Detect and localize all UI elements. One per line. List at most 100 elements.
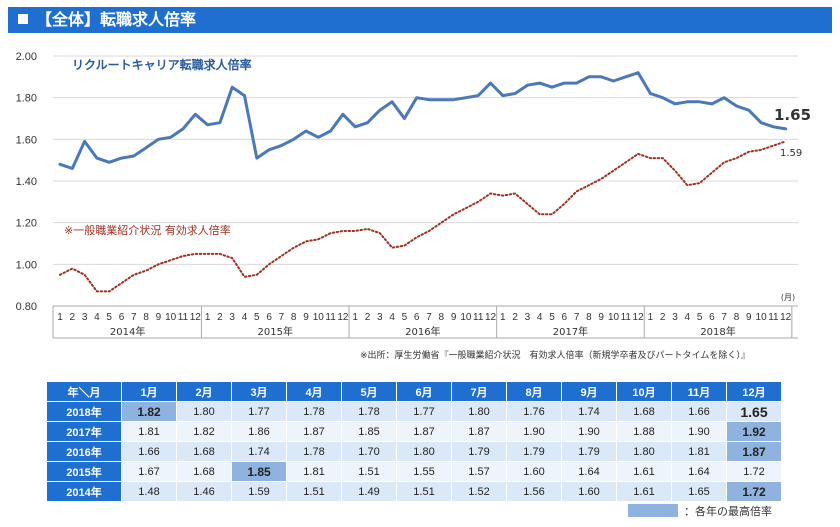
table-cell: 1.87 <box>726 441 782 462</box>
table-cell: 1.81 <box>671 441 727 462</box>
year-label: 2018年 <box>700 325 735 338</box>
x-tick-label: 4 <box>537 312 543 323</box>
data-table: 年＼月 1月 2月 3月 4月 5月 6月 7月 8月 9月 10月 11月 12月 2018年 1.8… <box>46 381 782 502</box>
table-cell: 1.78 <box>286 401 342 422</box>
table-cell: 1.77 <box>231 401 287 422</box>
x-tick-label: 11 <box>768 312 779 323</box>
year-label: 2016年 <box>405 325 440 338</box>
x-tick-label: 9 <box>451 312 457 323</box>
y-tick-label: 1.40 <box>16 176 37 188</box>
table-cell: 1.68 <box>176 441 232 462</box>
x-tick-label: 3 <box>525 312 531 323</box>
table-cell: 1.52 <box>451 481 507 502</box>
table-cell: 1.78 <box>341 401 397 422</box>
table-cell: 1.64 <box>671 461 727 482</box>
x-tick-label: 11 <box>325 312 336 323</box>
table-cell: 1.87 <box>286 421 342 442</box>
y-tick-label: 2.00 <box>16 51 37 63</box>
table-cell: 1.67 <box>121 461 177 482</box>
month-header: 3月 <box>231 381 287 402</box>
square-icon <box>18 14 28 24</box>
table-cell: 1.79 <box>451 441 507 462</box>
table-cell: 1.61 <box>616 481 672 502</box>
y-tick-label: 1.60 <box>16 134 37 146</box>
table-cell: 1.66 <box>121 441 177 462</box>
year-label: 2017年 <box>553 325 588 338</box>
series-line-mhlw <box>59 140 787 293</box>
x-tick-label: 5 <box>549 312 555 323</box>
page-title: 【全体】転職求人倍率 <box>36 10 197 29</box>
x-tick-label: 7 <box>721 312 727 323</box>
x-tick-label: 7 <box>279 312 285 323</box>
table-row: 2017年 1.81 1.82 1.86 1.87 1.85 1.87 1.87 1.90 1.9… <box>46 421 782 442</box>
table-cell: 1.90 <box>671 421 727 442</box>
month-header: 12月 <box>726 381 782 402</box>
table-cell: 1.80 <box>451 401 507 422</box>
x-tick-label: 6 <box>414 312 420 323</box>
page-header: 【全体】転職求人倍率 <box>8 7 832 33</box>
x-tick-label: 12 <box>780 312 792 323</box>
table-cell: 1.59 <box>231 481 287 502</box>
x-tick-label: 1 <box>57 312 63 323</box>
legend: ：各年の最高倍率 <box>628 503 772 519</box>
table-cell: 1.51 <box>341 461 397 482</box>
year-header: 2016年 <box>46 441 122 462</box>
legend-label: ：各年の最高倍率 <box>684 505 772 518</box>
x-tick-label: 10 <box>756 312 768 323</box>
x-tick-label: 1 <box>648 312 654 323</box>
series-label: ※一般職業紹介状況 有効求人倍率 <box>64 223 231 237</box>
month-header: 6月 <box>396 381 452 402</box>
table-cell: 1.60 <box>561 481 617 502</box>
year-header: 2014年 <box>46 481 122 502</box>
x-tick-label: 8 <box>291 312 297 323</box>
x-tick-label: 8 <box>143 312 149 323</box>
table-row: 2015年 1.67 1.68 1.85 1.81 1.51 1.55 1.57 1.60 1.6… <box>46 461 782 482</box>
x-tick-label: 9 <box>746 312 752 323</box>
table-cell: 1.92 <box>726 421 782 442</box>
table-cell: 1.88 <box>616 421 672 442</box>
line-chart: 0.801.001.201.401.601.802.001 2 3 4 5 6 7 8 9 10 1… <box>16 51 811 339</box>
table-cell: 1.74 <box>231 441 287 462</box>
x-tick-label: 2 <box>660 312 666 323</box>
month-header: 1月 <box>121 381 177 402</box>
month-header: 9月 <box>561 381 617 402</box>
unit-label: (月) <box>781 293 795 302</box>
year-label: 2014年 <box>110 325 145 338</box>
table-cell: 1.90 <box>561 421 617 442</box>
table-cell: 1.79 <box>506 441 562 462</box>
y-tick-label: 1.00 <box>16 259 37 271</box>
table-cell: 1.81 <box>286 461 342 482</box>
table-cell: 1.72 <box>726 481 782 502</box>
x-tick-label: 4 <box>94 312 100 323</box>
month-header: 10月 <box>616 381 672 402</box>
table-cell: 1.80 <box>396 441 452 462</box>
table-cell: 1.68 <box>616 401 672 422</box>
table-cell: 1.51 <box>286 481 342 502</box>
table-cell: 1.85 <box>341 421 397 442</box>
x-tick-label: 5 <box>697 312 703 323</box>
table-cell: 1.51 <box>396 481 452 502</box>
x-tick-label: 2 <box>217 312 223 323</box>
x-tick-label: 8 <box>586 312 592 323</box>
y-tick-label: 1.20 <box>16 218 37 230</box>
x-tick-label: 8 <box>439 312 445 323</box>
table-row: 2016年 1.66 1.68 1.74 1.78 1.70 1.80 1.79 1.79 1.7… <box>46 441 782 462</box>
table-cell: 1.60 <box>506 461 562 482</box>
x-tick-label: 3 <box>377 312 383 323</box>
table-row: 2018年 1.82 1.80 1.77 1.78 1.78 1.77 1.80 1.76 1.7… <box>46 401 782 422</box>
table-cell: 1.48 <box>121 481 177 502</box>
series-label: リクルートキャリア転職求人倍率 <box>72 57 252 72</box>
x-tick-label: 2 <box>512 312 518 323</box>
source-note: ※出所：厚生労働省『一般職業紹介状況 有効求人倍率（新規学卒者及びパートタイムを… <box>360 351 750 361</box>
table-cell: 1.86 <box>231 421 287 442</box>
x-tick-label: 3 <box>672 312 678 323</box>
table-cell: 1.65 <box>671 481 727 502</box>
table-cell: 1.82 <box>176 421 232 442</box>
x-tick-label: 2 <box>365 312 371 323</box>
x-tick-label: 7 <box>131 312 137 323</box>
x-tick-label: 6 <box>709 312 715 323</box>
x-tick-label: 5 <box>106 312 112 323</box>
table-cell: 1.87 <box>451 421 507 442</box>
y-tick-label: 0.80 <box>16 301 37 313</box>
x-tick-label: 7 <box>426 312 432 323</box>
